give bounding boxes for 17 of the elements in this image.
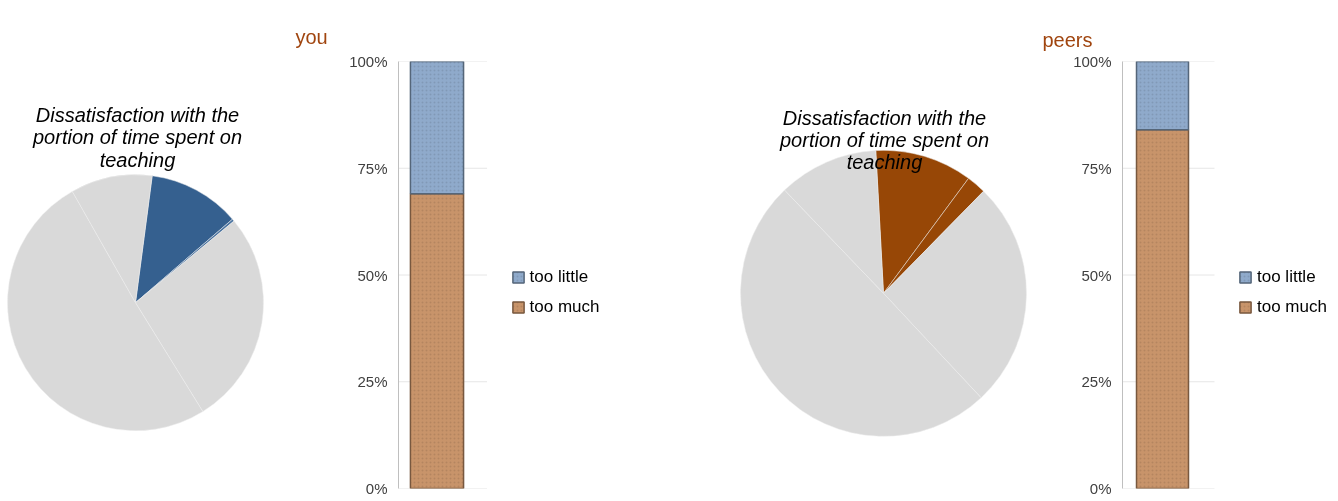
- y-tick-label: 75%: [357, 159, 388, 177]
- y-tick-label: 100%: [349, 53, 388, 70]
- y-tick-label: 75%: [1081, 159, 1112, 177]
- y-tick-label: 50%: [1081, 266, 1112, 284]
- legend-label: too little: [529, 267, 589, 287]
- chart-title: you: [295, 26, 328, 48]
- y-tick-label: 100%: [1073, 53, 1112, 70]
- y-tick-label: 0%: [365, 480, 388, 497]
- chart-title: peers: [1042, 29, 1093, 51]
- y-tick-label: 0%: [1089, 480, 1112, 497]
- legend-label: too much: [1257, 296, 1327, 317]
- legend-label: too little: [1257, 266, 1316, 287]
- y-tick-label: 25%: [1081, 373, 1112, 391]
- legend-label: too much: [529, 297, 600, 317]
- y-tick-label: 50%: [357, 266, 388, 284]
- chart-title: Dissatisfaction with the portion of time spent on teaching: [31, 104, 243, 171]
- y-tick-label: 25%: [357, 373, 388, 391]
